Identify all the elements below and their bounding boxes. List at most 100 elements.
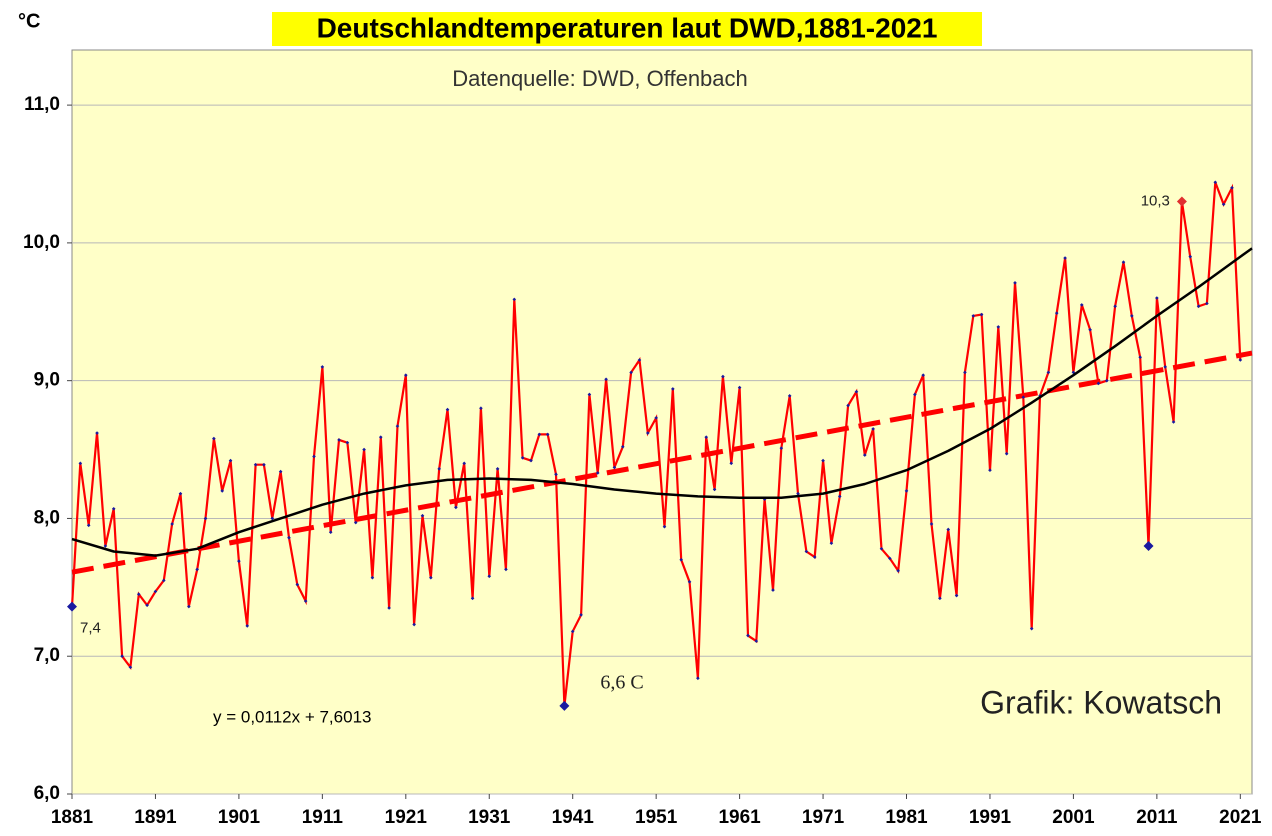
marker (1238, 358, 1243, 362)
marker (579, 613, 583, 617)
marker (1138, 355, 1142, 360)
marker (1013, 281, 1017, 285)
marker (470, 596, 475, 601)
marker (120, 654, 124, 659)
marker (237, 559, 241, 563)
marker (187, 604, 191, 609)
marker (145, 603, 149, 608)
marker (220, 489, 225, 493)
marker (654, 416, 658, 420)
marker (270, 516, 275, 521)
y-tick-label: 6,0 (34, 783, 60, 804)
marker (95, 431, 99, 435)
marker (921, 373, 926, 377)
marker (303, 599, 308, 603)
marker (1113, 304, 1117, 309)
x-tick-label: 1891 (134, 807, 177, 828)
marker (620, 445, 625, 449)
marker (212, 436, 216, 441)
marker (704, 435, 709, 439)
marker (771, 588, 775, 592)
marker (345, 440, 350, 445)
x-tick-label: 1981 (885, 807, 928, 828)
marker (595, 471, 600, 475)
marker (779, 446, 784, 450)
marker (287, 535, 291, 540)
marker (1029, 626, 1034, 631)
marker (545, 432, 550, 437)
marker (153, 589, 158, 594)
marker (1171, 420, 1176, 424)
marker (1163, 365, 1168, 369)
marker (412, 622, 416, 627)
marker (178, 491, 183, 496)
marker (904, 489, 909, 493)
marker (570, 629, 575, 634)
marker (721, 374, 725, 379)
marker (161, 578, 166, 583)
plot-area (71, 49, 1253, 795)
linear-trend (71, 350, 1253, 575)
marker (195, 567, 199, 572)
x-tick-label: 1921 (385, 807, 428, 828)
marker (328, 530, 333, 535)
marker (1155, 296, 1159, 300)
marker (203, 516, 208, 521)
marker (787, 394, 792, 398)
marker (245, 624, 250, 628)
marker (1096, 381, 1101, 386)
marker (862, 453, 867, 457)
marker (1205, 301, 1209, 306)
marker (929, 522, 934, 526)
marker (337, 438, 341, 442)
marker (103, 544, 108, 548)
marker (888, 556, 892, 561)
marker (821, 458, 825, 463)
chart-title: Deutschlandtemperaturen laut DWD,1881-20… (317, 12, 938, 43)
marker (462, 461, 467, 466)
marker (387, 606, 391, 610)
marker (754, 639, 759, 643)
marker (587, 392, 592, 397)
marker (445, 407, 450, 412)
marker (278, 469, 283, 474)
marker (312, 454, 316, 459)
marker (1188, 254, 1193, 259)
marker (729, 461, 734, 466)
marker (111, 507, 116, 511)
data-label: 7,4 (80, 620, 101, 637)
marker (429, 575, 433, 580)
highlight-marker (559, 700, 570, 711)
marker (1079, 303, 1084, 307)
marker (1130, 314, 1134, 318)
marker (646, 431, 650, 435)
x-tick-label: 1951 (635, 807, 678, 828)
marker (1196, 304, 1201, 309)
marker (812, 555, 817, 559)
marker (128, 665, 133, 670)
marker (971, 314, 976, 318)
marker (988, 468, 992, 473)
x-tick-label: 1941 (552, 807, 595, 828)
marker (437, 467, 441, 471)
marker (253, 462, 258, 467)
marker (1071, 370, 1076, 375)
marker (1230, 185, 1234, 190)
marker (504, 567, 508, 572)
marker (737, 385, 742, 390)
marker (262, 462, 266, 467)
marker (1021, 395, 1026, 399)
marker (537, 432, 542, 437)
marker (938, 596, 942, 601)
marker (687, 580, 692, 584)
marker (846, 403, 850, 408)
marker (295, 582, 300, 587)
marker (996, 325, 1001, 329)
marker (696, 676, 700, 681)
x-tick-label: 1961 (718, 807, 761, 828)
marker (662, 524, 667, 529)
marker (520, 456, 525, 460)
marker (1088, 327, 1092, 332)
marker (495, 467, 500, 471)
